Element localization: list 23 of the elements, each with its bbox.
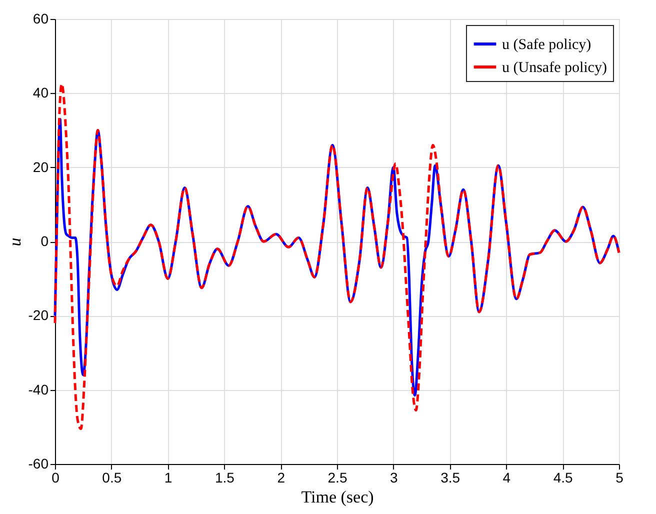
- y-tick-label: 0: [40, 233, 49, 249]
- x-tick-label: 2: [277, 470, 286, 486]
- x-tick-label: 1: [164, 470, 172, 486]
- legend-label: u (Safe policy): [502, 37, 592, 53]
- x-tick-label: 2.5: [328, 470, 348, 486]
- y-tick-label: 60: [32, 10, 49, 26]
- y-tick-label: -60: [28, 456, 49, 472]
- x-axis-title: Time (sec): [301, 488, 374, 506]
- y-axis-title: u: [5, 238, 24, 246]
- x-tick-label: 1.5: [214, 470, 235, 486]
- y-tick-label: -40: [28, 381, 49, 398]
- legend-label: u (Unsafe policy): [502, 60, 607, 76]
- x-tick-label: 4: [502, 470, 511, 486]
- x-tick-label: 3: [390, 470, 398, 486]
- x-tick-label: 0.5: [102, 470, 122, 486]
- x-tick-label: 3.5: [440, 470, 460, 486]
- y-tick-label: 20: [32, 158, 49, 175]
- y-tick-label: -20: [28, 307, 49, 324]
- line-series: [54, 82, 620, 430]
- x-tick-label: 4.5: [553, 470, 574, 486]
- x-tick-label: 5: [616, 470, 624, 486]
- y-tick-label: 40: [32, 84, 49, 101]
- x-tick-label: 0: [52, 470, 60, 486]
